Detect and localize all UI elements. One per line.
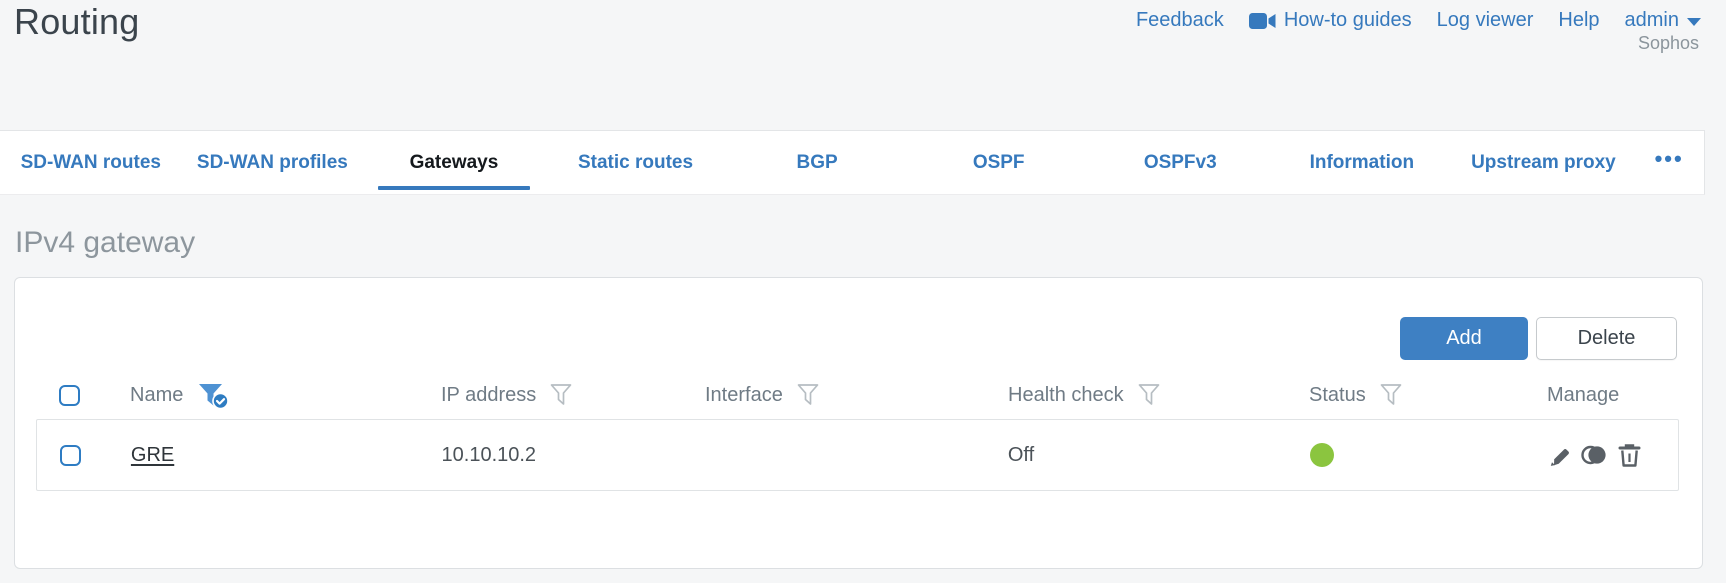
how-to-guides-label: How-to guides <box>1283 9 1412 31</box>
column-header-interface: Interface <box>705 383 783 406</box>
how-to-guides-link[interactable]: How-to guides <box>1248 9 1412 32</box>
tab-static-routes[interactable]: Static routes <box>577 151 694 173</box>
help-link[interactable]: Help <box>1558 9 1599 32</box>
column-header-status: Status <box>1309 383 1366 406</box>
gateway-name-link[interactable]: GRE <box>130 443 175 466</box>
delete-trash-icon[interactable] <box>1617 442 1642 469</box>
column-header-health-check: Health check <box>1008 383 1124 406</box>
log-viewer-label: Log viewer <box>1436 9 1534 31</box>
feedback-link-label: Feedback <box>1135 9 1224 31</box>
log-viewer-link[interactable]: Log viewer <box>1437 9 1534 32</box>
brand-label: Sophos <box>1637 33 1699 53</box>
ipv4-gateway-panel: Add Delete Name IP address Interface <box>14 277 1703 569</box>
tab-bar: SD-WAN routes SD-WAN profiles Gateways S… <box>0 130 1705 195</box>
header-links: Feedback How-to guides Log viewer Help a… <box>1136 9 1701 32</box>
add-button[interactable]: Add <box>1400 317 1528 360</box>
filter-icon-health-check[interactable] <box>1137 382 1161 408</box>
table-header: Name IP address Interface Health check <box>36 371 1679 419</box>
feedback-link[interactable]: Feedback <box>1136 9 1224 32</box>
tab-gateways[interactable]: Gateways <box>363 131 545 194</box>
tab-bgp[interactable]: BGP <box>796 151 838 173</box>
clone-icon[interactable] <box>1580 443 1610 467</box>
column-header-name: Name <box>130 383 184 406</box>
footer-strip <box>0 583 1726 588</box>
toolbar: Add Delete <box>1400 317 1677 360</box>
delete-button[interactable]: Delete <box>1536 317 1677 360</box>
admin-menu-label: admin <box>1624 9 1679 31</box>
row-actions <box>1546 442 1642 469</box>
tab-upstream-proxy[interactable]: Upstream proxy <box>1471 151 1616 173</box>
tab-sd-wan-routes[interactable]: SD-WAN routes <box>20 151 161 173</box>
tab-ospf[interactable]: OSPF <box>972 151 1025 173</box>
more-tabs-button[interactable]: ••• <box>1654 145 1684 171</box>
tab-sd-wan-profiles[interactable]: SD-WAN profiles <box>196 151 348 173</box>
cell-ip-address: 10.10.10.2 <box>441 443 537 466</box>
cell-health-check: Off <box>1007 443 1035 466</box>
status-up-indicator <box>1310 443 1335 467</box>
section-title: IPv4 gateway <box>15 226 196 259</box>
video-camera-icon <box>1248 12 1276 30</box>
row-checkbox[interactable] <box>60 444 81 466</box>
tab-information[interactable]: Information <box>1309 151 1415 173</box>
filter-icon-ip-address[interactable] <box>549 382 573 408</box>
admin-menu[interactable]: admin <box>1625 9 1701 32</box>
column-header-manage: Manage <box>1547 383 1620 406</box>
filter-icon-interface[interactable] <box>796 382 820 408</box>
edit-pencil-icon[interactable] <box>1546 442 1573 469</box>
filter-applied-icon[interactable] <box>196 380 230 410</box>
tab-ospfv3[interactable]: OSPFv3 <box>1143 151 1217 173</box>
column-header-ip-address: IP address <box>441 383 537 406</box>
table-row: GRE 10.10.10.2 Off <box>36 419 1679 491</box>
page-title: Routing <box>14 1 140 42</box>
select-all-checkbox[interactable] <box>59 384 80 406</box>
filter-icon-status[interactable] <box>1379 382 1403 408</box>
help-label: Help <box>1558 9 1600 31</box>
caret-down-icon <box>1687 18 1701 26</box>
